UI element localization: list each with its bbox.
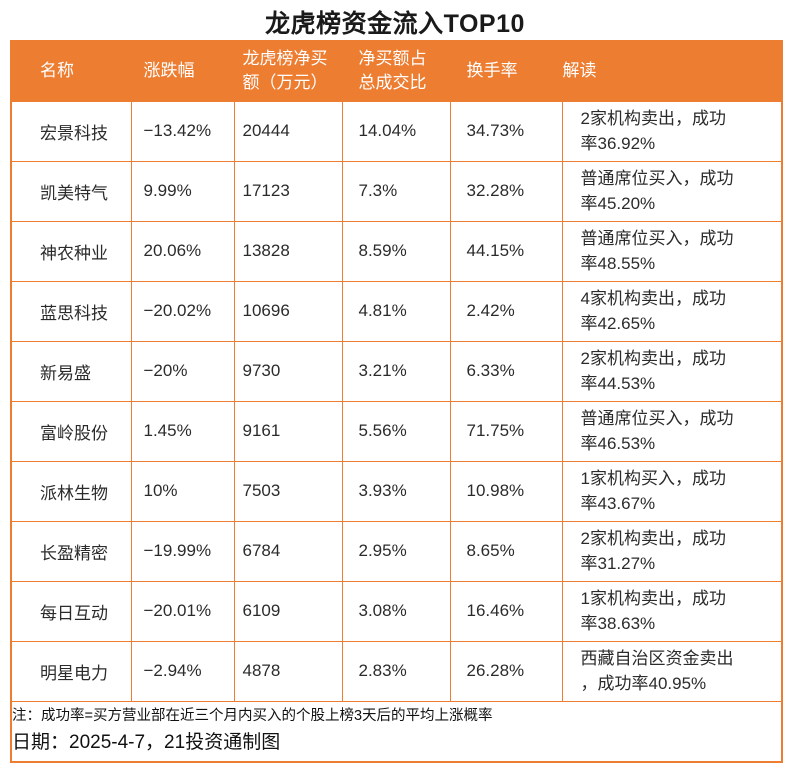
cell-stock-name: 每日互动 [10, 580, 132, 642]
page-title: 龙虎榜资金流入TOP10 [265, 10, 525, 38]
cell-ratio: 3.08% [341, 580, 451, 642]
cell-turnover: 34.73% [449, 100, 563, 162]
cell-ratio: 3.21% [341, 340, 451, 402]
cell-interpretation: 2家机构卖出，成功率44.53% [561, 340, 783, 402]
cell-ratio: 2.95% [341, 520, 451, 582]
cell-ratio: 5.56% [341, 400, 451, 462]
cell-net-buy: 6784 [233, 520, 343, 582]
footer-row: 注：成功率=买方营业部在近三个月内买入的个股上榜3天后的平均上涨概率 日期：20… [10, 700, 783, 763]
cell-turnover: 71.75% [449, 400, 563, 462]
cell-ratio: 3.93% [341, 460, 451, 522]
cell-interpretation: 普通席位买入，成功率45.20% [561, 160, 783, 222]
cell-stock-name: 长盈精密 [10, 520, 132, 582]
cell-stock-name: 凯美特气 [10, 160, 132, 222]
cell-stock-name: 新易盛 [10, 340, 132, 402]
col-header-turnover: 换手率 [449, 40, 563, 102]
cell-stock-name: 富岭股份 [10, 400, 132, 462]
table-row: 宏景科技 −13.42% 20444 14.04% 34.73% 2家机构卖出，… [10, 100, 783, 162]
cell-turnover: 2.42% [449, 280, 563, 342]
cell-change-pct: −19.99% [130, 520, 235, 582]
col-header-name: 名称 [10, 40, 132, 102]
table-row: 富岭股份 1.45% 9161 5.56% 71.75% 普通席位买入，成功率4… [10, 400, 783, 462]
cell-interpretation: 普通席位买入，成功率46.53% [561, 400, 783, 462]
cell-ratio: 4.81% [341, 280, 451, 342]
cell-ratio: 2.83% [341, 640, 451, 702]
table-row: 长盈精密 −19.99% 6784 2.95% 8.65% 2家机构卖出，成功率… [10, 520, 783, 582]
cell-net-buy: 9161 [233, 400, 343, 462]
cell-net-buy: 6109 [233, 580, 343, 642]
cell-change-pct: −20.01% [130, 580, 235, 642]
date-caption: 日期：2025-4-7，21投资通制图 [12, 731, 281, 753]
cell-stock-name: 蓝思科技 [10, 280, 132, 342]
cell-interpretation: 2家机构卖出，成功率36.92% [561, 100, 783, 162]
cell-ratio: 14.04% [341, 100, 451, 162]
cell-net-buy: 4878 [233, 640, 343, 702]
table-row: 每日互动 −20.01% 6109 3.08% 16.46% 1家机构卖出，成功… [10, 580, 783, 642]
cell-turnover: 6.33% [449, 340, 563, 402]
cell-turnover: 26.28% [449, 640, 563, 702]
footer-cell: 注：成功率=买方营业部在近三个月内买入的个股上榜3天后的平均上涨概率 日期：20… [10, 700, 783, 763]
col-header-net-buy: 龙虎榜净买额（万元） [233, 40, 343, 102]
cell-change-pct: −2.94% [130, 640, 235, 702]
cell-stock-name: 宏景科技 [10, 100, 132, 162]
cell-change-pct: 9.99% [130, 160, 235, 222]
table-row: 蓝思科技 −20.02% 10696 4.81% 2.42% 4家机构卖出，成功… [10, 280, 783, 342]
cell-net-buy: 7503 [233, 460, 343, 522]
cell-net-buy: 10696 [233, 280, 343, 342]
cell-interpretation: 1家机构买入，成功率43.67% [561, 460, 783, 522]
cell-net-buy: 13828 [233, 220, 343, 282]
col-header-interpretation: 解读 [561, 40, 783, 102]
table-row: 明星电力 −2.94% 4878 2.83% 26.28% 西藏自治区资金卖出，… [10, 640, 783, 702]
cell-interpretation: 西藏自治区资金卖出，成功率40.95% [561, 640, 783, 702]
cell-change-pct: 1.45% [130, 400, 235, 462]
top10-table: 名称 涨跌幅 龙虎榜净买额（万元） 净买额占总成交比 换手率 解读 宏景科技 −… [10, 40, 783, 763]
cell-stock-name: 神农种业 [10, 220, 132, 282]
cell-stock-name: 派林生物 [10, 460, 132, 522]
cell-change-pct: −20.02% [130, 280, 235, 342]
cell-interpretation: 2家机构卖出，成功率31.27% [561, 520, 783, 582]
cell-change-pct: 20.06% [130, 220, 235, 282]
footnote: 注：成功率=买方营业部在近三个月内买入的个股上榜3天后的平均上涨概率 [12, 707, 493, 724]
table-row: 凯美特气 9.99% 17123 7.3% 32.28% 普通席位买入，成功率4… [10, 160, 783, 222]
cell-change-pct: 10% [130, 460, 235, 522]
cell-interpretation: 4家机构卖出，成功率42.65% [561, 280, 783, 342]
cell-stock-name: 明星电力 [10, 640, 132, 702]
cell-net-buy: 20444 [233, 100, 343, 162]
cell-turnover: 10.98% [449, 460, 563, 522]
cell-net-buy: 17123 [233, 160, 343, 222]
cell-turnover: 8.65% [449, 520, 563, 582]
cell-turnover: 16.46% [449, 580, 563, 642]
header-row: 名称 涨跌幅 龙虎榜净买额（万元） 净买额占总成交比 换手率 解读 [10, 40, 783, 102]
cell-ratio: 7.3% [341, 160, 451, 222]
cell-turnover: 32.28% [449, 160, 563, 222]
cell-turnover: 44.15% [449, 220, 563, 282]
cell-ratio: 8.59% [341, 220, 451, 282]
cell-net-buy: 9730 [233, 340, 343, 402]
table-row: 新易盛 −20% 9730 3.21% 6.33% 2家机构卖出，成功率44.5… [10, 340, 783, 402]
table-row: 派林生物 10% 7503 3.93% 10.98% 1家机构买入，成功率43.… [10, 460, 783, 522]
cell-change-pct: −20% [130, 340, 235, 402]
table-row: 神农种业 20.06% 13828 8.59% 44.15% 普通席位买入，成功… [10, 220, 783, 282]
cell-interpretation: 1家机构卖出，成功率38.63% [561, 580, 783, 642]
col-header-ratio: 净买额占总成交比 [341, 40, 451, 102]
col-header-change: 涨跌幅 [130, 40, 235, 102]
cell-change-pct: −13.42% [130, 100, 235, 162]
cell-interpretation: 普通席位买入，成功率48.55% [561, 220, 783, 282]
